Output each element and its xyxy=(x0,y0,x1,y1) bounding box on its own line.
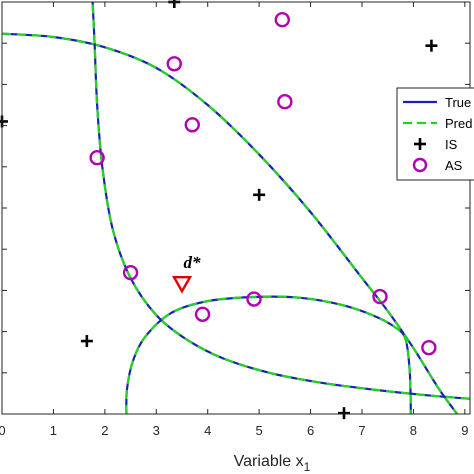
is-point-3 xyxy=(253,188,266,201)
true-curve-2-true-line xyxy=(91,2,470,400)
is-point-4 xyxy=(80,335,93,348)
x-tick-label-5: 5 xyxy=(256,423,263,438)
true-curve-3-predicted-line xyxy=(125,295,412,414)
legend-entry-2: IS xyxy=(414,137,458,152)
legend-label-true: True xyxy=(445,95,471,110)
plot-frame xyxy=(1,1,471,415)
legend-box xyxy=(396,87,474,181)
as-point-6 xyxy=(194,306,211,322)
as-point-8 xyxy=(372,288,388,305)
markers-layer xyxy=(0,0,438,420)
is-point-0 xyxy=(168,0,181,8)
legend-label-is: IS xyxy=(445,137,458,152)
as-point-2 xyxy=(277,94,293,110)
x-tick-label-9: 9 xyxy=(461,423,468,438)
as-point-9 xyxy=(421,339,437,356)
x-axis-label: Variable x1 xyxy=(234,453,311,474)
x-tick-label-8: 8 xyxy=(410,423,417,438)
x-tick-label-7: 7 xyxy=(358,423,365,438)
is-point-5 xyxy=(338,407,350,420)
x-tick-label-3: 3 xyxy=(153,423,160,438)
legend-label-pred: Pred xyxy=(445,116,472,131)
as-point-5 xyxy=(122,264,139,281)
x-tick-label-6: 6 xyxy=(307,423,314,438)
true-curve-1-predicted-line xyxy=(2,32,459,414)
as-point-3 xyxy=(184,117,200,133)
x-tick-label-4: 4 xyxy=(204,423,211,438)
x-tick-label-2: 2 xyxy=(101,423,108,438)
x-tick-label-0: 0 xyxy=(0,423,6,438)
legend-entry-1: Pred xyxy=(403,116,472,131)
legend: True Pred IS AS xyxy=(396,87,474,181)
legend-label-as: AS xyxy=(445,158,463,173)
as-point-4 xyxy=(89,150,105,166)
x-tick-label-1: 1 xyxy=(50,423,57,438)
as-point-1 xyxy=(166,56,182,72)
d-star-marker xyxy=(171,276,193,294)
true-curve-2-predicted-line xyxy=(91,2,470,400)
curves-layer xyxy=(2,2,470,414)
as-point-0 xyxy=(274,12,290,28)
is-point-1 xyxy=(425,39,438,52)
annotation-layer: d* xyxy=(171,253,202,294)
true-curve-1-true-line xyxy=(2,32,459,414)
as-point-7 xyxy=(246,291,262,307)
d-star-label: d* xyxy=(184,253,202,272)
legend-entry-0: True xyxy=(403,95,471,110)
legend-as-swatch xyxy=(412,157,428,173)
legend-entry-3: AS xyxy=(412,157,463,173)
